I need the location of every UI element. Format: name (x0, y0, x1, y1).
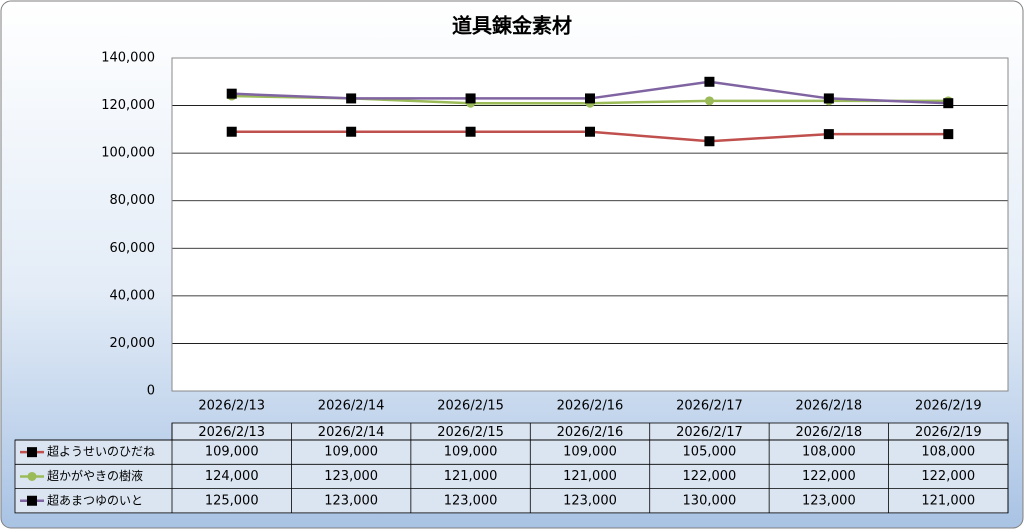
table-value: 121,000 (921, 493, 975, 508)
table-value: 121,000 (563, 469, 617, 484)
table-value: 123,000 (444, 493, 498, 508)
y-tick-label: 20,000 (110, 336, 156, 351)
legend-marker (27, 495, 37, 506)
x-tick-label: 2026/2/15 (437, 399, 504, 414)
table-value: 109,000 (324, 445, 378, 460)
marker (704, 96, 714, 106)
x-tick-label: 2026/2/16 (557, 399, 624, 414)
marker (585, 126, 595, 137)
marker (823, 129, 834, 140)
marker (585, 93, 595, 104)
marker (465, 126, 476, 137)
table-value: 109,000 (205, 445, 259, 460)
y-tick-label: 100,000 (101, 146, 155, 161)
chart-title: 道具錬金素材 (452, 14, 572, 38)
table-value: 109,000 (444, 445, 498, 460)
legend-label: 超ようせいのひだね (47, 444, 155, 459)
table-header: 2026/2/18 (796, 425, 863, 440)
marker (943, 98, 954, 109)
y-tick-label: 80,000 (110, 193, 156, 208)
table-value: 122,000 (921, 469, 975, 484)
table-value: 124,000 (205, 469, 259, 484)
marker (226, 88, 237, 99)
table-value: 122,000 (802, 469, 856, 484)
plot-area (172, 58, 1008, 391)
table-value: 122,000 (683, 469, 737, 484)
plot-border (171, 57, 1009, 392)
table-value: 123,000 (324, 493, 378, 508)
y-tick-label: 60,000 (110, 241, 156, 256)
marker (465, 93, 476, 104)
data-table (14, 439, 1009, 514)
x-tick-label: 2026/2/17 (676, 399, 743, 414)
table-value: 108,000 (921, 445, 975, 460)
marker (346, 93, 357, 104)
table-value: 108,000 (802, 445, 856, 460)
table-value: 130,000 (683, 493, 737, 508)
table-value: 109,000 (563, 445, 617, 460)
legend-marker (27, 471, 37, 481)
legend-marker (27, 447, 37, 458)
legend-label: 超あまつゆのいと (47, 492, 143, 507)
marker (226, 126, 237, 137)
table-header: 2026/2/17 (676, 425, 743, 440)
table-value: 123,000 (563, 493, 617, 508)
marker (943, 129, 954, 140)
x-tick-label: 2026/2/19 (915, 399, 982, 414)
marker (823, 93, 834, 104)
x-tick-label: 2026/2/18 (796, 399, 863, 414)
table-value: 123,000 (802, 493, 856, 508)
table-header: 2026/2/16 (557, 425, 624, 440)
x-tick-label: 2026/2/13 (198, 399, 265, 414)
legend-label: 超かがやきの樹液 (47, 468, 143, 483)
marker (346, 126, 357, 137)
y-tick-label: 0 (147, 384, 155, 399)
table-header: 2026/2/15 (437, 425, 504, 440)
y-tick-label: 120,000 (101, 98, 155, 113)
table-header: 2026/2/14 (318, 425, 385, 440)
table-value: 105,000 (683, 445, 737, 460)
table-value: 121,000 (444, 469, 498, 484)
table-value: 123,000 (324, 469, 378, 484)
table-header: 2026/2/19 (915, 425, 982, 440)
marker (704, 136, 715, 147)
y-tick-label: 40,000 (110, 288, 156, 303)
y-tick-label: 140,000 (101, 51, 155, 66)
marker (704, 76, 715, 87)
x-tick-label: 2026/2/14 (318, 399, 385, 414)
table-header: 2026/2/13 (198, 425, 265, 440)
table-value: 125,000 (205, 493, 259, 508)
